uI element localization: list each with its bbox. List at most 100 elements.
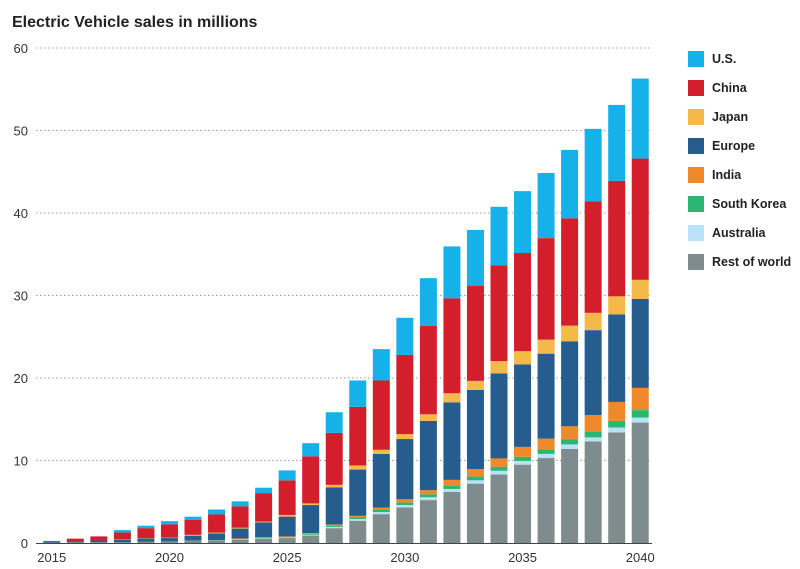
bar-segment-australia xyxy=(325,526,343,529)
bar-segment-rest-of-world xyxy=(561,448,579,543)
bar-stack-2032 xyxy=(443,246,461,543)
bar-segment-india xyxy=(561,426,579,440)
bar-segment-europe xyxy=(608,314,626,402)
legend-label: Rest of world xyxy=(712,254,792,269)
legend-swatch xyxy=(688,166,704,183)
bar-segment-japan xyxy=(325,484,343,488)
bar-segment-rest-of-world xyxy=(160,541,178,543)
bar-segment-china xyxy=(490,265,508,362)
bar-segment-india xyxy=(255,537,273,539)
bar-segment-europe xyxy=(325,487,343,525)
bar-segment-china xyxy=(231,506,249,528)
bar-segment-europe xyxy=(537,353,555,439)
bar-segment-south-korea xyxy=(584,431,602,438)
bar-segment-india xyxy=(490,458,508,467)
legend-item: Australia xyxy=(688,218,791,247)
y-tick-label: 20 xyxy=(14,371,28,386)
bar-segment-australia xyxy=(514,460,532,465)
bar-segment-rest-of-world xyxy=(584,441,602,543)
bar-segment-south-korea xyxy=(372,510,390,513)
bar-segment-europe xyxy=(160,538,178,542)
bar-segment-europe xyxy=(443,402,461,480)
bar-segment-rest-of-world xyxy=(137,541,155,543)
bar-segment-europe xyxy=(419,420,437,491)
bar-segment-japan xyxy=(584,312,602,331)
bar-segment-japan xyxy=(396,434,414,440)
x-tick-label: 2040 xyxy=(626,550,655,565)
bar-stack-2022 xyxy=(208,509,226,543)
bar-segment-japan xyxy=(490,361,508,374)
bar-segment-u-s- xyxy=(160,521,178,525)
bar-stack-2031 xyxy=(419,278,437,543)
bar-segment-india xyxy=(466,469,484,477)
bar-segment-u-s- xyxy=(631,78,649,159)
legend-label: Europe xyxy=(712,138,756,153)
bar-segment-china xyxy=(255,493,273,522)
y-tick-label: 10 xyxy=(14,454,28,469)
bar-segment-europe xyxy=(137,538,155,542)
bar-stack-2019 xyxy=(137,525,155,543)
bar-segment-u-s- xyxy=(419,278,437,327)
bar-segment-u-s- xyxy=(113,530,131,533)
bar-stack-2035 xyxy=(514,191,532,543)
bar-segment-europe xyxy=(514,364,532,447)
bar-segment-japan xyxy=(278,514,296,517)
bar-segment-europe xyxy=(349,469,367,516)
bar-segment-u-s- xyxy=(255,487,273,494)
bar-segment-japan xyxy=(419,414,437,421)
legend-swatch xyxy=(688,224,704,241)
legend-label: South Korea xyxy=(712,196,787,211)
bar-segment-europe xyxy=(90,540,108,543)
x-tick-label: 2030 xyxy=(390,550,419,565)
bar-segment-rest-of-world xyxy=(113,542,131,543)
bar-stack-2016 xyxy=(66,538,84,543)
bar-segment-china xyxy=(43,540,61,542)
bar-stack-2024 xyxy=(255,487,273,543)
legend-label: U.S. xyxy=(712,51,737,66)
legend-label: India xyxy=(712,167,742,182)
bars-layer xyxy=(43,78,649,543)
bar-segment-australia xyxy=(419,497,437,501)
bar-segment-u-s- xyxy=(584,128,602,202)
bar-segment-europe xyxy=(396,439,414,500)
bar-stack-2017 xyxy=(90,536,108,543)
bar-segment-south-korea xyxy=(302,533,320,535)
legend-swatch xyxy=(688,50,704,67)
bar-segment-australia xyxy=(490,470,508,475)
bar-segment-china xyxy=(278,480,296,515)
bar-segment-china xyxy=(160,524,178,538)
bar-segment-china xyxy=(66,538,84,542)
bar-segment-japan xyxy=(302,503,320,506)
bar-segment-u-s- xyxy=(302,443,320,457)
legend-swatch xyxy=(688,195,704,212)
bar-segment-south-korea xyxy=(443,485,461,489)
bar-segment-china xyxy=(372,380,390,450)
legend-item: Europe xyxy=(688,131,791,160)
bar-segment-india xyxy=(278,536,296,538)
bar-segment-rest-of-world xyxy=(631,422,649,543)
bar-segment-europe xyxy=(372,453,390,508)
bar-segment-india xyxy=(396,499,414,503)
bar-segment-u-s- xyxy=(137,525,155,529)
x-tick-label: 2025 xyxy=(273,550,302,565)
bar-segment-u-s- xyxy=(372,349,390,381)
bar-segment-japan xyxy=(631,279,649,299)
bar-segment-japan xyxy=(231,527,249,529)
bar-segment-rest-of-world xyxy=(90,542,108,543)
bar-segment-china xyxy=(184,519,202,535)
grid-layer xyxy=(36,47,652,544)
bar-segment-rest-of-world xyxy=(66,542,84,543)
bar-segment-europe xyxy=(631,298,649,388)
bar-segment-rest-of-world xyxy=(396,507,414,543)
bar-segment-rest-of-world xyxy=(490,474,508,543)
y-tick-label: 40 xyxy=(14,206,28,221)
bar-segment-u-s- xyxy=(184,516,202,520)
bar-segment-south-korea xyxy=(631,410,649,418)
bar-segment-china xyxy=(349,406,367,466)
bar-segment-u-s- xyxy=(443,246,461,299)
legend-item: South Korea xyxy=(688,189,791,218)
bar-segment-europe xyxy=(255,522,273,538)
bar-segment-u-s- xyxy=(231,501,249,507)
bar-stack-2018 xyxy=(113,530,131,543)
legend-label: China xyxy=(712,80,747,95)
